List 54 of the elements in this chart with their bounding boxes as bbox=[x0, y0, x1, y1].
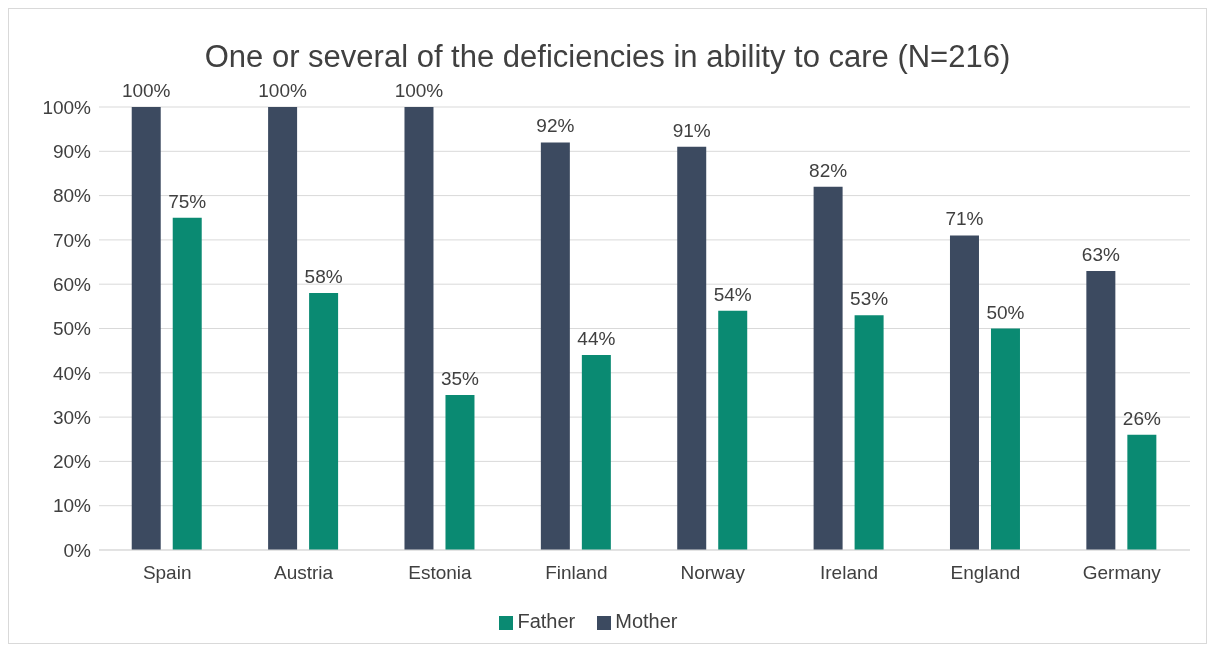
data-label: 71% bbox=[945, 208, 984, 230]
x-tick-label: Spain bbox=[142, 562, 192, 584]
legend-label: Father bbox=[517, 610, 576, 632]
data-label: 75% bbox=[168, 190, 207, 212]
x-tick-label: Finland bbox=[545, 562, 608, 584]
y-tick-label: 80% bbox=[52, 185, 92, 207]
legend-label: Mother bbox=[615, 610, 678, 632]
y-tick-label: 50% bbox=[52, 318, 92, 340]
x-tick-label: Austria bbox=[273, 562, 334, 584]
bar bbox=[445, 394, 475, 550]
y-tick-label: 70% bbox=[52, 229, 92, 251]
y-tick-label: 30% bbox=[52, 406, 92, 428]
bar bbox=[718, 310, 748, 550]
x-tick-label: England bbox=[950, 562, 1021, 584]
data-label: 63% bbox=[1081, 243, 1120, 265]
bar bbox=[131, 107, 161, 550]
data-label: 100% bbox=[394, 80, 444, 101]
data-label: 44% bbox=[577, 328, 616, 350]
y-tick-label: 100% bbox=[42, 96, 92, 118]
bar bbox=[1127, 434, 1157, 550]
y-tick-label: 60% bbox=[52, 273, 92, 295]
y-tick-label: 10% bbox=[52, 495, 92, 517]
bar bbox=[854, 315, 884, 550]
x-tick-label: Norway bbox=[680, 562, 746, 584]
y-tick-label: 40% bbox=[52, 362, 92, 384]
data-label: 53% bbox=[850, 288, 889, 310]
bar bbox=[949, 235, 979, 550]
bar bbox=[540, 142, 570, 550]
y-tick-label: 20% bbox=[52, 451, 92, 473]
bar bbox=[268, 107, 298, 550]
data-label: 54% bbox=[713, 283, 752, 305]
y-tick-label: 0% bbox=[63, 539, 92, 561]
x-tick-label: Estonia bbox=[408, 562, 473, 584]
data-label: 92% bbox=[536, 115, 575, 137]
x-tick-label: Germany bbox=[1082, 562, 1162, 584]
bar bbox=[404, 107, 434, 550]
bar bbox=[309, 293, 339, 550]
bar bbox=[172, 217, 202, 550]
bar bbox=[990, 328, 1020, 550]
bar bbox=[677, 146, 707, 550]
chart-title: One or several of the deficiencies in ability to care (N=216) bbox=[203, 39, 1012, 75]
bar bbox=[581, 355, 611, 550]
data-label: 58% bbox=[304, 266, 343, 288]
data-label: 35% bbox=[440, 367, 480, 389]
bar bbox=[813, 186, 843, 550]
bar bbox=[1086, 270, 1116, 550]
data-label: 82% bbox=[809, 159, 848, 181]
x-tick-label: Ireland bbox=[820, 562, 879, 584]
data-label: 91% bbox=[672, 119, 711, 141]
y-tick-label: 90% bbox=[52, 141, 92, 163]
data-label: 50% bbox=[986, 301, 1025, 323]
data-label: 26% bbox=[1122, 407, 1161, 429]
data-label: 100% bbox=[121, 80, 171, 101]
data-label: 100% bbox=[258, 80, 307, 101]
